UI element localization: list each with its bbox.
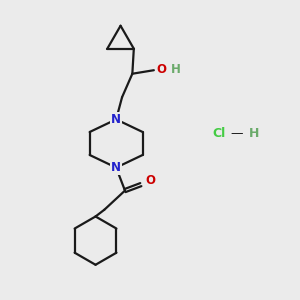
Text: O: O xyxy=(145,174,155,187)
Text: N: N xyxy=(111,113,121,126)
Text: O: O xyxy=(156,63,166,76)
Text: H: H xyxy=(171,62,181,76)
Text: Cl: Cl xyxy=(213,127,226,140)
Text: —: — xyxy=(231,127,243,140)
Text: N: N xyxy=(111,161,121,174)
Text: H: H xyxy=(249,127,260,140)
